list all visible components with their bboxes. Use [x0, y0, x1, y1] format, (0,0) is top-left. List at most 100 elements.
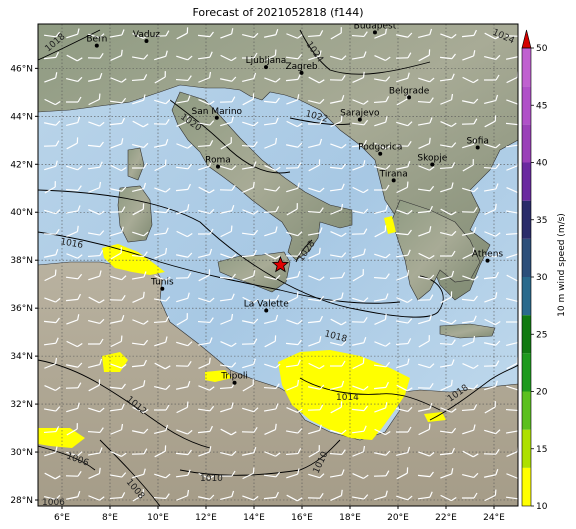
wind-barb: [263, 403, 279, 412]
wind-barb: [396, 467, 409, 480]
wind-barb: [197, 51, 213, 60]
wind-barb: [307, 227, 323, 236]
isobar-1020: [169, 99, 291, 174]
wind-barb: [374, 116, 388, 127]
wind-barb: [263, 383, 280, 390]
colorbar-segment: [522, 124, 531, 163]
wind-barb: [263, 117, 279, 126]
wind-barb: [154, 159, 167, 172]
city-dot: [144, 39, 149, 44]
wind-barb: [330, 27, 342, 40]
wind-barb: [176, 143, 193, 149]
wind-barb: [66, 423, 78, 436]
isobar-1028: [295, 239, 313, 263]
wind-barb: [44, 385, 61, 391]
city-podgorica: Podgorica: [358, 143, 402, 156]
wind-barb: [330, 401, 343, 414]
city-sarajevo: Sarajevo: [340, 109, 380, 122]
wind-barb: [44, 472, 61, 480]
wind-barb: [461, 404, 478, 412]
wind-barb: [505, 405, 518, 412]
wind-barb: [176, 204, 190, 215]
land-europe: [38, 24, 518, 301]
wind-barb: [197, 425, 213, 434]
wind-barb: [110, 49, 123, 61]
city-tirana: Tirana: [379, 169, 408, 183]
wind-barb: [373, 96, 390, 104]
wind-barb: [242, 32, 259, 39]
wind-barb: [132, 120, 149, 128]
isobar-1016: [38, 231, 401, 304]
lat-tick-label: 28°N: [10, 496, 33, 506]
wind-barb: [176, 341, 193, 347]
wind-barb: [506, 296, 518, 303]
wind-barb: [484, 74, 500, 81]
wind-barb: [109, 383, 126, 390]
wind-barb: [308, 50, 322, 61]
wind-barb: [264, 314, 279, 325]
wind-barb: [132, 162, 148, 169]
wind-barb: [198, 472, 215, 480]
wind-barb: [286, 271, 301, 280]
city-label: Athens: [472, 250, 503, 260]
wind-barb: [417, 205, 433, 214]
wind-barb: [462, 227, 477, 236]
wind-barb: [110, 335, 123, 348]
colorbar-segment: [522, 86, 531, 125]
wind-barb: [462, 450, 479, 458]
wind-barb: [374, 450, 391, 456]
isobar-1012: [38, 359, 211, 449]
wind-barb: [154, 424, 169, 435]
wind-barb: [351, 228, 368, 235]
city-bern: Bern: [86, 35, 107, 48]
isobar-1014: [299, 377, 441, 411]
wind-barb: [285, 428, 303, 434]
city-label: La Valette: [244, 300, 289, 310]
wind-barb: [373, 381, 389, 390]
wind-area-algeria: [38, 428, 85, 448]
colorbar-segment: [522, 277, 531, 316]
wind-barb: [373, 361, 391, 368]
wind-barb: [396, 181, 409, 194]
wind-barb: [44, 120, 61, 126]
lat-tick-label: 44°N: [10, 112, 33, 122]
wind-barb: [198, 385, 215, 391]
wind-barb: [417, 471, 434, 478]
wind-barb: [461, 315, 477, 324]
wind-barb: [88, 181, 102, 193]
wind-barb: [462, 247, 475, 260]
wind-barb: [110, 164, 127, 172]
wind-barb: [307, 30, 324, 38]
wind-barb: [153, 493, 170, 500]
wind-barb: [374, 402, 388, 413]
wind-barb: [330, 203, 344, 215]
wind-barb: [484, 292, 498, 303]
wind-barb: [330, 380, 345, 391]
lon-tick-label: 8°E: [102, 513, 118, 523]
wind-barb: [154, 50, 168, 61]
wind-barb: [43, 51, 59, 60]
wind-barb: [484, 489, 497, 502]
wind-barb: [373, 76, 391, 82]
wind-barb: [153, 316, 170, 324]
wind-barb: [352, 297, 369, 303]
city-label: Tripoli: [220, 372, 248, 382]
wind-barb: [87, 141, 104, 148]
wind-barb: [329, 252, 347, 258]
wind-barb: [330, 115, 343, 128]
wind-barb: [396, 269, 410, 281]
isobar-label: 1010: [200, 474, 223, 484]
wind-barb: [131, 339, 149, 346]
wind-barb: [418, 28, 433, 39]
city-san-marino: San Marino: [192, 107, 243, 120]
wind-barb: [286, 494, 303, 502]
wind-barb: [87, 427, 104, 434]
isobar-1024: [299, 29, 431, 75]
wind-barb: [198, 228, 214, 235]
city-tunis: Tunis: [150, 278, 174, 291]
wind-barb: [396, 446, 411, 457]
city-dot: [357, 117, 362, 122]
wind-barb: [286, 120, 303, 128]
colorbar-tick-label: 15: [536, 445, 547, 455]
wind-barb: [396, 358, 410, 369]
